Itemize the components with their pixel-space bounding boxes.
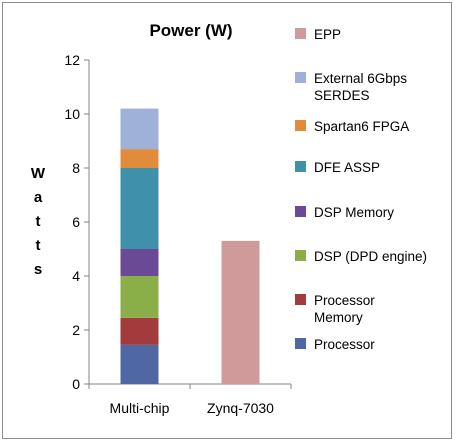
bar-segment-dsp-memory	[120, 249, 159, 276]
y-axis-label-letter: W	[31, 165, 46, 182]
legend-swatch	[295, 250, 306, 261]
legend-swatch	[295, 294, 306, 305]
legend-label: Spartan6 FPGA	[314, 119, 409, 134]
bar-segment-dfe-assp	[120, 168, 159, 249]
legend-item: External 6Gbps SERDES	[295, 71, 407, 103]
legend-item: DSP Memory	[295, 205, 394, 220]
legend-item: EPP	[295, 27, 341, 42]
y-tick-label: 0	[72, 376, 80, 392]
legend-item: Spartan6 FPGA	[295, 119, 409, 134]
x-tick-label: Multi-chip	[110, 400, 170, 416]
x-tick-label: Zynq-7030	[207, 400, 274, 416]
legend-label: DSP Memory	[314, 205, 394, 220]
legend-label: DSP (DPD engine)	[314, 249, 427, 264]
legend-item: DFE ASSP	[295, 160, 380, 175]
y-tick-label: 4	[72, 268, 80, 284]
axes	[84, 59, 292, 389]
y-axis-label-letter: t	[36, 237, 41, 254]
legend-label: Processor	[314, 337, 375, 352]
legend-swatch	[295, 338, 306, 349]
y-tick-label: 12	[64, 52, 80, 68]
legend-item: Processor	[295, 337, 375, 352]
bar-segment-spartan6-fpga	[120, 149, 159, 168]
bar-segment-dsp-dpd-engine	[120, 276, 159, 318]
y-tick-label: 8	[72, 160, 80, 176]
legend-item: DSP (DPD engine)	[295, 249, 427, 264]
legend: EPP External 6Gbps SERDES Spartan6 FPGA DFE …	[295, 27, 427, 352]
legend-label: External 6Gbps	[314, 71, 407, 86]
bars	[120, 108, 260, 384]
y-tick-label: 2	[72, 322, 80, 338]
y-tick-label: 10	[64, 106, 80, 122]
legend-label: Memory	[314, 310, 363, 325]
legend-item: Processor Memory	[295, 293, 375, 325]
y-tick-label: 6	[72, 214, 80, 230]
legend-label: Processor	[314, 293, 375, 308]
y-axis-label-letter: s	[34, 261, 42, 278]
bar-segment-external-6gbps-serdes	[120, 108, 159, 150]
legend-swatch	[295, 72, 306, 83]
legend-swatch	[295, 120, 306, 131]
y-axis-label-letter: t	[36, 213, 41, 230]
legend-swatch	[295, 28, 306, 39]
bar-segment-processor-memory	[120, 317, 159, 345]
chart-title: Power (W)	[149, 21, 232, 40]
legend-label: DFE ASSP	[314, 160, 380, 175]
legend-swatch	[295, 161, 306, 172]
y-axis-label-letter: a	[34, 189, 43, 206]
legend-swatch	[295, 206, 306, 217]
legend-label: EPP	[314, 27, 341, 42]
legend-label: SERDES	[314, 88, 370, 103]
tick-labels: 0 2 4 6 8 10 12 Multi-chip Zynq-7030	[64, 52, 274, 416]
bar-segment-processor	[120, 344, 159, 384]
bar-segment-epp	[221, 240, 260, 384]
